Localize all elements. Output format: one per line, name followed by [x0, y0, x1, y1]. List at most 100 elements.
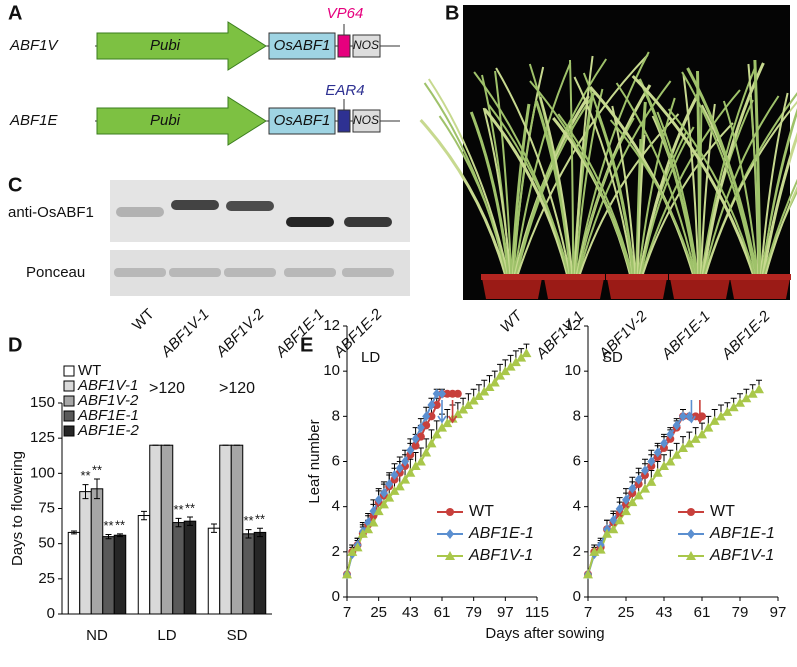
y-tick-label: 2 — [332, 543, 340, 560]
gene-box — [268, 32, 336, 60]
promoter-arrow — [96, 21, 267, 71]
data-point — [352, 542, 363, 552]
data-point — [458, 404, 469, 414]
panel-label: E — [300, 334, 313, 356]
data-point — [421, 447, 432, 457]
blot-band — [286, 217, 334, 227]
y-tick-label: 0 — [573, 588, 581, 605]
error-bar — [211, 523, 217, 533]
fusion-box — [337, 34, 351, 58]
data-point — [405, 467, 416, 477]
data-point — [666, 429, 675, 440]
y-tick-label: 2 — [573, 543, 581, 560]
legend-swatch — [63, 365, 75, 377]
error-bar — [82, 484, 89, 500]
pot-rim — [606, 274, 668, 280]
bar — [90, 488, 104, 615]
bar — [183, 520, 197, 615]
error-bar — [175, 517, 182, 528]
data-point — [484, 381, 495, 391]
legend-label: WT — [469, 503, 494, 520]
legend-swatch — [63, 425, 75, 437]
plant-leaf — [483, 108, 570, 276]
plant-leaf — [575, 51, 650, 276]
data-point — [500, 366, 511, 376]
data-point — [373, 506, 384, 516]
chart-title: SD — [602, 349, 623, 366]
legend-marker — [686, 551, 696, 560]
x-axis-label: Days after sowing — [485, 625, 604, 642]
plant-pot — [482, 278, 542, 299]
panel-label: D — [8, 334, 22, 356]
bar — [242, 533, 255, 615]
construct-name: ABF1V — [9, 37, 60, 54]
plant-leaf — [557, 113, 634, 276]
plant-leaf — [681, 71, 757, 276]
plant-leaf — [682, 74, 700, 276]
y-tick-label: 4 — [573, 498, 581, 515]
bar — [79, 491, 92, 615]
legend-label: ABF1V-1 — [468, 547, 533, 564]
blot-lane-label: ABF1V-1 — [157, 306, 212, 361]
y-tick-label: 4 — [332, 498, 340, 515]
data-point — [384, 492, 395, 502]
x-tick-label: 25 — [618, 604, 635, 621]
plant-leaf — [573, 76, 634, 276]
legend-marker — [687, 508, 695, 516]
significance-label: ** — [115, 517, 125, 532]
data-point — [672, 420, 681, 431]
x-tick-label: SD — [227, 627, 248, 644]
data-point — [479, 386, 490, 396]
plant-leaf — [582, 72, 636, 276]
plant-leaf — [574, 88, 604, 276]
flowering-arrow — [686, 400, 697, 424]
legend-marker — [446, 508, 454, 516]
plant-leaf — [696, 70, 702, 276]
bar — [230, 444, 244, 615]
x-tick-label: 7 — [343, 604, 351, 621]
data-point — [665, 456, 676, 466]
data-point — [379, 488, 388, 499]
plant-leaf — [512, 99, 538, 276]
plant-leaf — [761, 131, 797, 276]
gene-box — [268, 107, 336, 135]
data-point — [452, 409, 463, 419]
panel-label: B — [445, 2, 459, 24]
data-point — [653, 447, 662, 458]
plant-leaf — [753, 59, 762, 276]
plant-leaf — [656, 111, 699, 276]
data-point — [374, 494, 383, 505]
data-point — [431, 429, 442, 439]
plant-leaf — [494, 70, 513, 276]
bar — [149, 444, 162, 615]
plant-leaf — [640, 89, 741, 276]
plant-photo — [419, 5, 797, 300]
blot-lane-label: ABF1V-2 — [212, 305, 268, 361]
y-tick-label: 6 — [573, 452, 581, 469]
plant-leaf — [759, 92, 789, 276]
data-point — [747, 388, 758, 398]
data-point — [671, 449, 682, 459]
data-point — [735, 397, 745, 407]
plant-leaf — [568, 59, 575, 276]
plant-pot — [730, 278, 790, 299]
data-point — [633, 490, 644, 500]
terminator-box — [352, 34, 381, 58]
bar — [219, 444, 232, 615]
data-point — [389, 485, 400, 495]
error-bar — [141, 510, 147, 521]
bar — [253, 531, 267, 615]
data-point — [608, 524, 619, 534]
x-tick-label: 97 — [497, 604, 514, 621]
plant-line-label: ABF1V-1 — [532, 308, 587, 363]
plant-leaf — [761, 108, 797, 276]
plant-leaf — [764, 185, 797, 276]
promoter-label: Pubi — [150, 37, 181, 54]
y-tick-label: 10 — [564, 362, 581, 379]
data-point — [390, 470, 399, 481]
terminator-box — [352, 109, 381, 133]
plant-pot — [607, 278, 667, 299]
data-point — [432, 401, 441, 410]
data-point — [406, 445, 415, 456]
